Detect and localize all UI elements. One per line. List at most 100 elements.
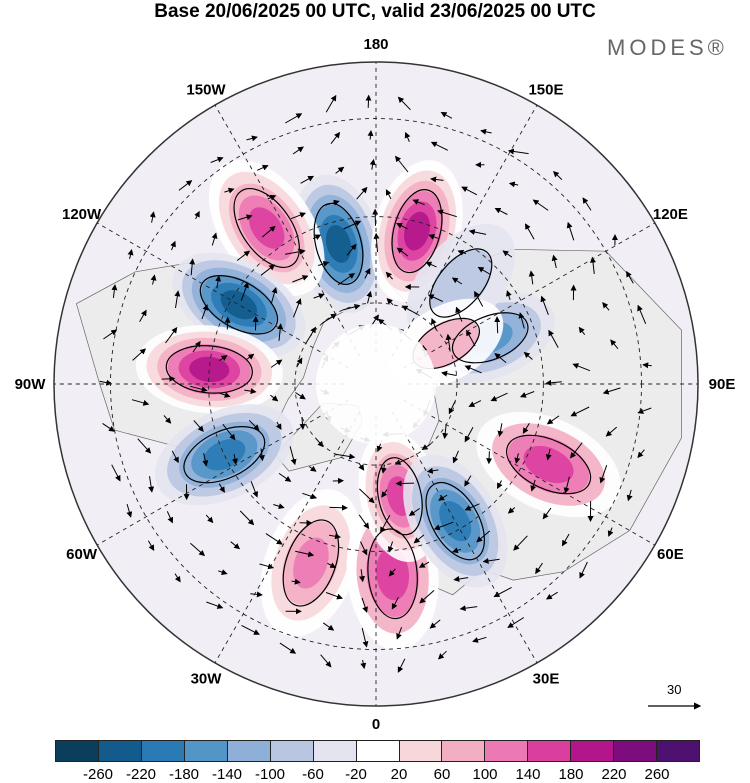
wind-arrow [502,250,513,258]
wind-arrow [548,329,559,348]
wind-arrow [202,453,209,467]
wind-arrow [201,304,209,320]
wind-arrow [322,622,335,631]
wind-arrow [277,323,284,341]
wind-arrow [246,135,258,142]
wind-arrow [218,569,228,575]
wind-arrow [149,211,156,223]
wind-arrow [566,221,575,241]
wind-arrow [459,605,478,612]
meridian [214,104,361,357]
wind-arrow [419,590,435,604]
wind-arrow [335,166,345,174]
wind-arrow [494,352,507,363]
wind-arrow [102,422,115,432]
meridian [403,222,656,369]
longitude-labels: 180 150E 120E 90E 60E 30E 0 30W 60W 90W 120W 150W [15,36,736,733]
wind-arrow [426,467,439,474]
wind-arrow [139,309,147,322]
wind-arrow [361,597,368,613]
wind-arrow [546,415,560,425]
wind-arrow [514,453,521,464]
wind-arrow [482,557,500,564]
wind-arrow [508,181,519,188]
contour-layer [165,188,592,620]
wind-arrow [395,480,415,487]
wind-arrow [545,379,562,386]
wind-arrow [448,400,456,415]
wind-arrow [468,400,482,407]
wind-arrow [522,422,530,434]
wind-arrow [445,333,452,352]
wind-arrow [166,511,174,524]
wind-arrow [346,243,357,256]
wind-arrow [312,234,322,241]
wind-arrow [194,210,200,220]
wind-arrow [542,507,552,520]
lon-label: 30E [533,670,560,687]
colorbar-swatch [98,741,142,761]
wind-arrow [535,562,543,575]
meridian [403,399,656,546]
wind-arrow [318,260,330,267]
wind-arrow [637,449,645,459]
wind-arrow [215,275,222,289]
wind-arrow [523,351,533,360]
wind-arrow [497,423,504,437]
wind-arrow [605,426,618,437]
wind-arrow [440,112,453,119]
anomaly-neg-4 [403,454,508,588]
wind-arrow [497,480,503,489]
lon-label: 180 [363,36,388,53]
wind-arrow [457,249,467,256]
wind-arrow [293,298,302,318]
anomaly-pos-3 [135,325,283,414]
wind-arrow [279,642,297,654]
wind-arrow [525,223,535,240]
wind-arrow [137,438,152,454]
wind-arrow [451,547,462,554]
wind-arrow [356,186,368,200]
wind-arrow [466,329,476,347]
wind-arrow [232,454,238,465]
wind-arrow [391,597,399,610]
wind-arrow [452,450,459,464]
wind-arrow [111,464,121,482]
colorbar [55,740,700,762]
wind-arrow [380,464,387,474]
wind-arrow [385,271,393,280]
wind-arrow [413,534,425,544]
wind-arrow [329,533,341,540]
lon-label: 150W [186,82,226,99]
wind-arrow [545,591,558,600]
wind-arrow [219,355,228,362]
wind-arrow [545,448,552,461]
wind-arrow [285,248,306,255]
wind-arrow [246,353,255,361]
wind-arrow [569,442,583,459]
wind-arrow [358,463,365,471]
wind-arrow [429,619,441,629]
wind-arrow [464,426,474,443]
wind-arrow [265,533,283,545]
wind-arrow [313,293,325,299]
wind-arrow [388,568,396,577]
wind-arrow [193,420,204,432]
wind-arrow [230,541,241,550]
colorbar-swatch [56,741,99,761]
meridian [391,411,538,664]
colorbar-swatch [571,741,615,761]
wind-arrow [396,627,403,640]
wind-arrow [451,277,463,285]
wind-arrow [218,483,225,493]
lon-label: 30W [191,670,223,687]
wind-arrow [270,359,283,368]
wind-arrow [477,266,491,275]
lon-label: 150E [528,82,563,99]
wind-arrow [464,475,472,487]
wind-arrow [222,423,236,441]
map-frame [53,61,699,707]
lon-label: 60E [657,546,684,563]
scale-value: 30 [667,682,681,697]
wind-arrow [244,388,257,395]
